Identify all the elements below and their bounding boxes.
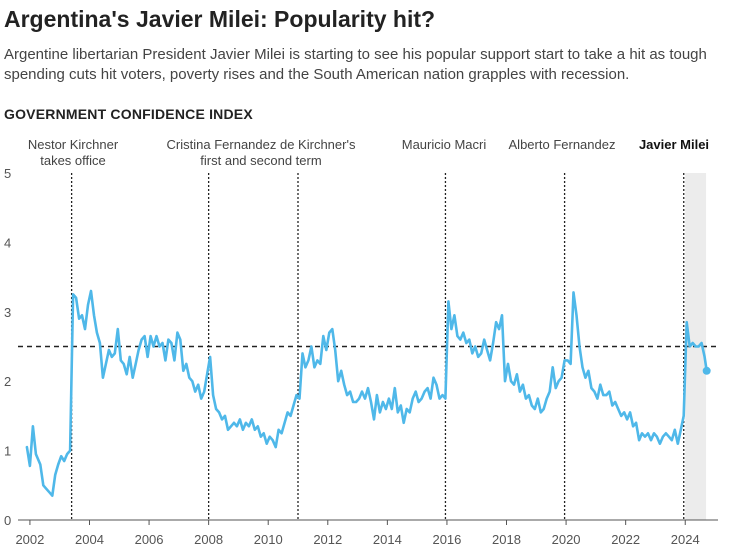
x-tick-label: 2002 xyxy=(15,532,44,547)
y-tick-label: 4 xyxy=(4,235,11,250)
x-tick-label: 2022 xyxy=(611,532,640,547)
x-tick-label: 2020 xyxy=(552,532,581,547)
presidency-label: Nestor Kirchner xyxy=(28,137,119,152)
y-tick-label: 0 xyxy=(4,513,11,528)
x-tick-label: 2012 xyxy=(313,532,342,547)
confidence-index-line xyxy=(25,289,708,497)
y-tick-label: 3 xyxy=(4,305,11,320)
presidency-label: Cristina Fernandez de Kirchner's xyxy=(167,137,356,152)
y-tick-label: 1 xyxy=(4,444,11,459)
x-tick-label: 2008 xyxy=(194,532,223,547)
x-tick-label: 2024 xyxy=(671,532,700,547)
y-tick-label: 5 xyxy=(4,166,11,181)
x-tick-label: 2004 xyxy=(75,532,104,547)
page-title: Argentina's Javier Milei: Popularity hit… xyxy=(4,6,436,32)
presidency-label: first and second term xyxy=(200,153,321,168)
x-tick-label: 2016 xyxy=(432,532,461,547)
presidency-label: Javier Milei xyxy=(639,137,709,152)
x-tick-label: 2010 xyxy=(254,532,283,547)
presidency-label: takes office xyxy=(40,153,106,168)
chart-section-label: GOVERNMENT CONFIDENCE INDEX xyxy=(4,106,253,122)
axis-layer: 0 1 2 3 4 5 2002 2004 2006 2008 2010 2012 2014 2016 20… xyxy=(4,166,718,547)
x-tick-label: 2006 xyxy=(135,532,164,547)
presidency-label: Mauricio Macri xyxy=(402,137,487,152)
y-tick-label: 2 xyxy=(4,374,11,389)
series-layer xyxy=(25,289,711,497)
x-tick-label: 2014 xyxy=(373,532,402,547)
presidency-label: Alberto Fernandez xyxy=(509,137,616,152)
latest-value-dot xyxy=(702,366,711,375)
page-subtitle: Argentine libertarian President Javier M… xyxy=(4,46,707,83)
x-tick-label: 2018 xyxy=(492,532,521,547)
